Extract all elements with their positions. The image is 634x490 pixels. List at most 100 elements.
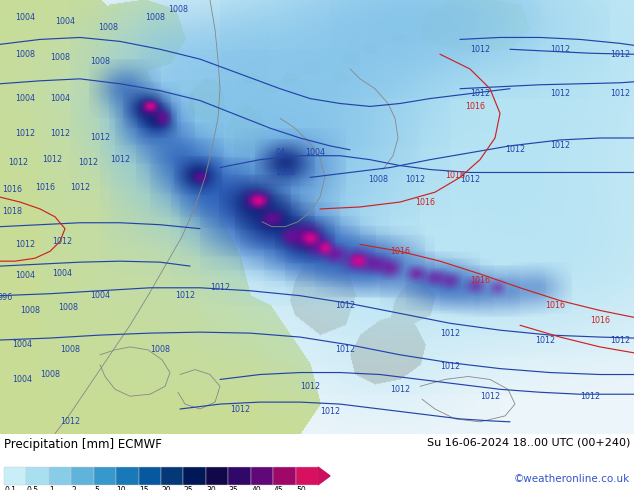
Bar [94, 467, 116, 485]
Text: 1012: 1012 [335, 301, 355, 310]
Bar [71, 467, 94, 485]
Bar [27, 467, 49, 485]
Text: 1016: 1016 [470, 276, 490, 285]
Text: 1004: 1004 [305, 148, 325, 157]
Text: 1008: 1008 [60, 345, 80, 354]
Text: 1012: 1012 [110, 155, 130, 164]
Text: 1016: 1016 [35, 183, 55, 192]
Text: 1008: 1008 [150, 345, 170, 354]
Text: 1008: 1008 [98, 23, 118, 32]
Text: 40: 40 [251, 486, 261, 490]
Text: 1004: 1004 [12, 375, 32, 384]
Bar [206, 467, 228, 485]
Bar [250, 467, 273, 485]
Text: 35: 35 [229, 486, 238, 490]
Text: 1008: 1008 [275, 168, 295, 177]
Text: 1012: 1012 [70, 183, 90, 192]
Text: 1012: 1012 [78, 158, 98, 167]
Text: 20: 20 [162, 486, 171, 490]
Text: 1012: 1012 [15, 128, 35, 138]
Text: 1012: 1012 [535, 336, 555, 344]
Text: 1012: 1012 [550, 89, 570, 98]
Bar [139, 467, 161, 485]
Text: 1008: 1008 [15, 49, 35, 59]
Text: 1008: 1008 [58, 303, 78, 312]
Bar [183, 467, 206, 485]
Text: 1012: 1012 [610, 89, 630, 98]
Bar [228, 467, 250, 485]
Text: 1016: 1016 [445, 171, 465, 180]
Text: 1008: 1008 [20, 306, 40, 315]
Text: 10: 10 [117, 486, 126, 490]
Text: ©weatheronline.co.uk: ©weatheronline.co.uk [514, 474, 630, 484]
Text: 1008: 1008 [40, 370, 60, 379]
Text: 1012: 1012 [335, 345, 355, 354]
Text: 1012: 1012 [90, 133, 110, 143]
Text: 1004: 1004 [15, 94, 35, 103]
Text: 1004: 1004 [12, 341, 32, 349]
Text: 0.5: 0.5 [27, 486, 39, 490]
Bar [161, 467, 183, 485]
Text: 1012: 1012 [440, 329, 460, 338]
Text: Precipitation [mm] ECMWF: Precipitation [mm] ECMWF [4, 438, 162, 451]
Text: 1012: 1012 [405, 175, 425, 184]
Text: 1012: 1012 [480, 392, 500, 401]
Bar [4, 467, 27, 485]
Text: 5: 5 [94, 486, 99, 490]
Text: 1012: 1012 [610, 336, 630, 344]
Text: 1012: 1012 [440, 362, 460, 371]
Text: 1008: 1008 [90, 57, 110, 66]
Text: 1012: 1012 [60, 417, 80, 426]
Text: 1012: 1012 [210, 283, 230, 293]
Text: 45: 45 [274, 486, 283, 490]
Text: 1016: 1016 [390, 247, 410, 256]
Text: 1004: 1004 [52, 270, 72, 278]
Text: 1012: 1012 [505, 146, 525, 154]
Text: 1016: 1016 [465, 102, 485, 111]
Polygon shape [318, 467, 330, 485]
Text: 1012: 1012 [550, 45, 570, 54]
Text: 1012: 1012 [42, 155, 62, 164]
Text: Su 16-06-2024 18..00 UTC (00+240): Su 16-06-2024 18..00 UTC (00+240) [427, 438, 630, 448]
Text: 1016: 1016 [415, 197, 435, 207]
Text: 1008: 1008 [168, 5, 188, 14]
Text: 1016: 1016 [2, 185, 22, 194]
Text: 0.1: 0.1 [4, 486, 16, 490]
Text: 50: 50 [296, 486, 306, 490]
Text: 25: 25 [184, 486, 193, 490]
Text: 1012: 1012 [610, 49, 630, 59]
Text: 1008: 1008 [368, 175, 388, 184]
Text: 1016: 1016 [590, 316, 610, 325]
Text: 1012: 1012 [230, 405, 250, 414]
Text: 1012: 1012 [175, 291, 195, 300]
Text: 1008: 1008 [145, 13, 165, 22]
Text: 1008: 1008 [50, 52, 70, 62]
Text: 1: 1 [49, 486, 54, 490]
Text: 1012: 1012 [390, 385, 410, 394]
Bar [273, 467, 295, 485]
Bar [49, 467, 71, 485]
Text: 04: 04 [275, 148, 285, 157]
Text: 1012: 1012 [580, 392, 600, 401]
Text: 1004: 1004 [15, 271, 35, 280]
Text: 996: 996 [0, 293, 13, 302]
Text: 1012: 1012 [470, 45, 490, 54]
Text: 15: 15 [139, 486, 149, 490]
Text: 1012: 1012 [52, 237, 72, 246]
Text: 1012: 1012 [300, 382, 320, 391]
Bar [295, 467, 318, 485]
Text: 30: 30 [206, 486, 216, 490]
Text: 1012: 1012 [550, 141, 570, 150]
Bar [116, 467, 139, 485]
Text: 1004: 1004 [55, 17, 75, 26]
Text: 1018: 1018 [2, 207, 22, 217]
Text: 1012: 1012 [320, 408, 340, 416]
Text: 1004: 1004 [15, 13, 35, 22]
Text: 1012: 1012 [50, 128, 70, 138]
Text: 1004: 1004 [50, 94, 70, 103]
Text: 1012: 1012 [8, 158, 28, 167]
Text: 1004: 1004 [90, 291, 110, 300]
Text: 1012: 1012 [15, 240, 35, 249]
Text: 2: 2 [72, 486, 77, 490]
Text: 1012: 1012 [460, 175, 480, 184]
